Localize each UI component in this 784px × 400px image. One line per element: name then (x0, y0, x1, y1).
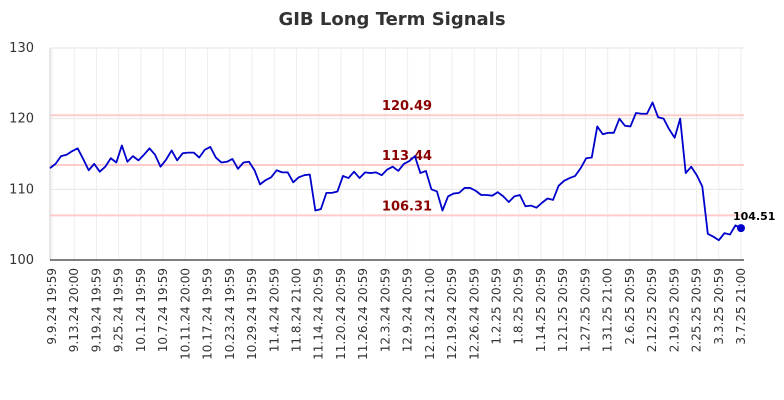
y-tick-label: 110 (9, 182, 34, 197)
last-value-marker (737, 224, 745, 233)
x-axis-tick-labels: 9.9.24 19:59 9.13.24 20:00 9.19.24 19:59 9.… (45, 268, 748, 360)
y-tick-label: 130 (9, 41, 34, 56)
x-tick-label: 11.4.24 20:59 (267, 268, 281, 352)
x-tick-label: 9.19.24 19:59 (89, 268, 103, 352)
x-tick-label: 9.9.24 19:59 (45, 268, 59, 345)
x-tick-label: 9.13.24 20:00 (67, 268, 81, 352)
x-tick-label: 12.3.24 20:59 (378, 268, 392, 352)
x-tick-label: 10.29.24 19:59 (245, 268, 259, 360)
reference-line-label: 120.49 (382, 99, 432, 114)
x-tick-label: 10.1.24 19:59 (134, 268, 148, 352)
x-tick-label: 2.12.25 20:59 (645, 268, 659, 352)
x-tick-label: 11.26.24 20:59 (356, 268, 370, 360)
x-tick-label: 1.31.25 21:00 (601, 268, 615, 352)
x-tick-label: 3.7.25 21:00 (734, 268, 748, 345)
x-tick-label: 1.27.25 20:59 (578, 268, 592, 352)
x-tick-label: 9.25.24 19:59 (112, 268, 126, 352)
x-tick-label: 12.9.24 20:59 (401, 268, 415, 352)
x-tick-label: 2.6.25 20:59 (623, 268, 637, 345)
x-tick-label: 3.3.25 20:59 (712, 268, 726, 345)
x-tick-label: 12.13.24 21:00 (423, 268, 437, 360)
series-line (49, 101, 742, 242)
x-tick-label: 1.21.25 20:59 (556, 268, 570, 352)
x-tick-label: 12.19.24 20:59 (445, 268, 459, 360)
x-tick-label: 11.20.24 20:59 (334, 268, 348, 360)
reference-lines: 120.49 113.44 106.31 (50, 99, 744, 217)
y-axis-tick-labels: 100 110 120 130 (9, 41, 34, 268)
x-tick-label: 2.19.25 20:59 (667, 268, 681, 352)
reference-line-label: 106.31 (382, 199, 432, 214)
x-tick-label: 11.8.24 21:00 (289, 268, 303, 352)
y-tick-label: 120 (9, 112, 34, 127)
x-tick-label: 1.2.25 20:59 (490, 268, 504, 345)
reference-line-label: 113.44 (382, 149, 432, 164)
y-tick-label: 100 (9, 253, 34, 268)
chart-title: GIB Long Term Signals (278, 9, 505, 30)
x-tick-label: 10.17.24 19:59 (201, 268, 215, 360)
x-tick-label: 1.14.25 20:59 (534, 268, 548, 352)
x-tick-label: 10.7.24 19:59 (156, 268, 170, 352)
x-tick-label: 2.25.25 20:59 (690, 268, 704, 352)
x-tick-label: 10.11.24 20:00 (178, 268, 192, 360)
series-layer: 104.51 (49, 101, 775, 242)
x-tick-label: 12.26.24 20:59 (467, 268, 481, 360)
x-tick-label: 1.8.25 20:59 (512, 268, 526, 345)
x-tick-label: 11.14.24 20:59 (312, 268, 326, 360)
axes (49, 48, 744, 261)
last-value-label: 104.51 (733, 210, 775, 223)
x-tick-label: 10.23.24 19:59 (223, 268, 237, 360)
